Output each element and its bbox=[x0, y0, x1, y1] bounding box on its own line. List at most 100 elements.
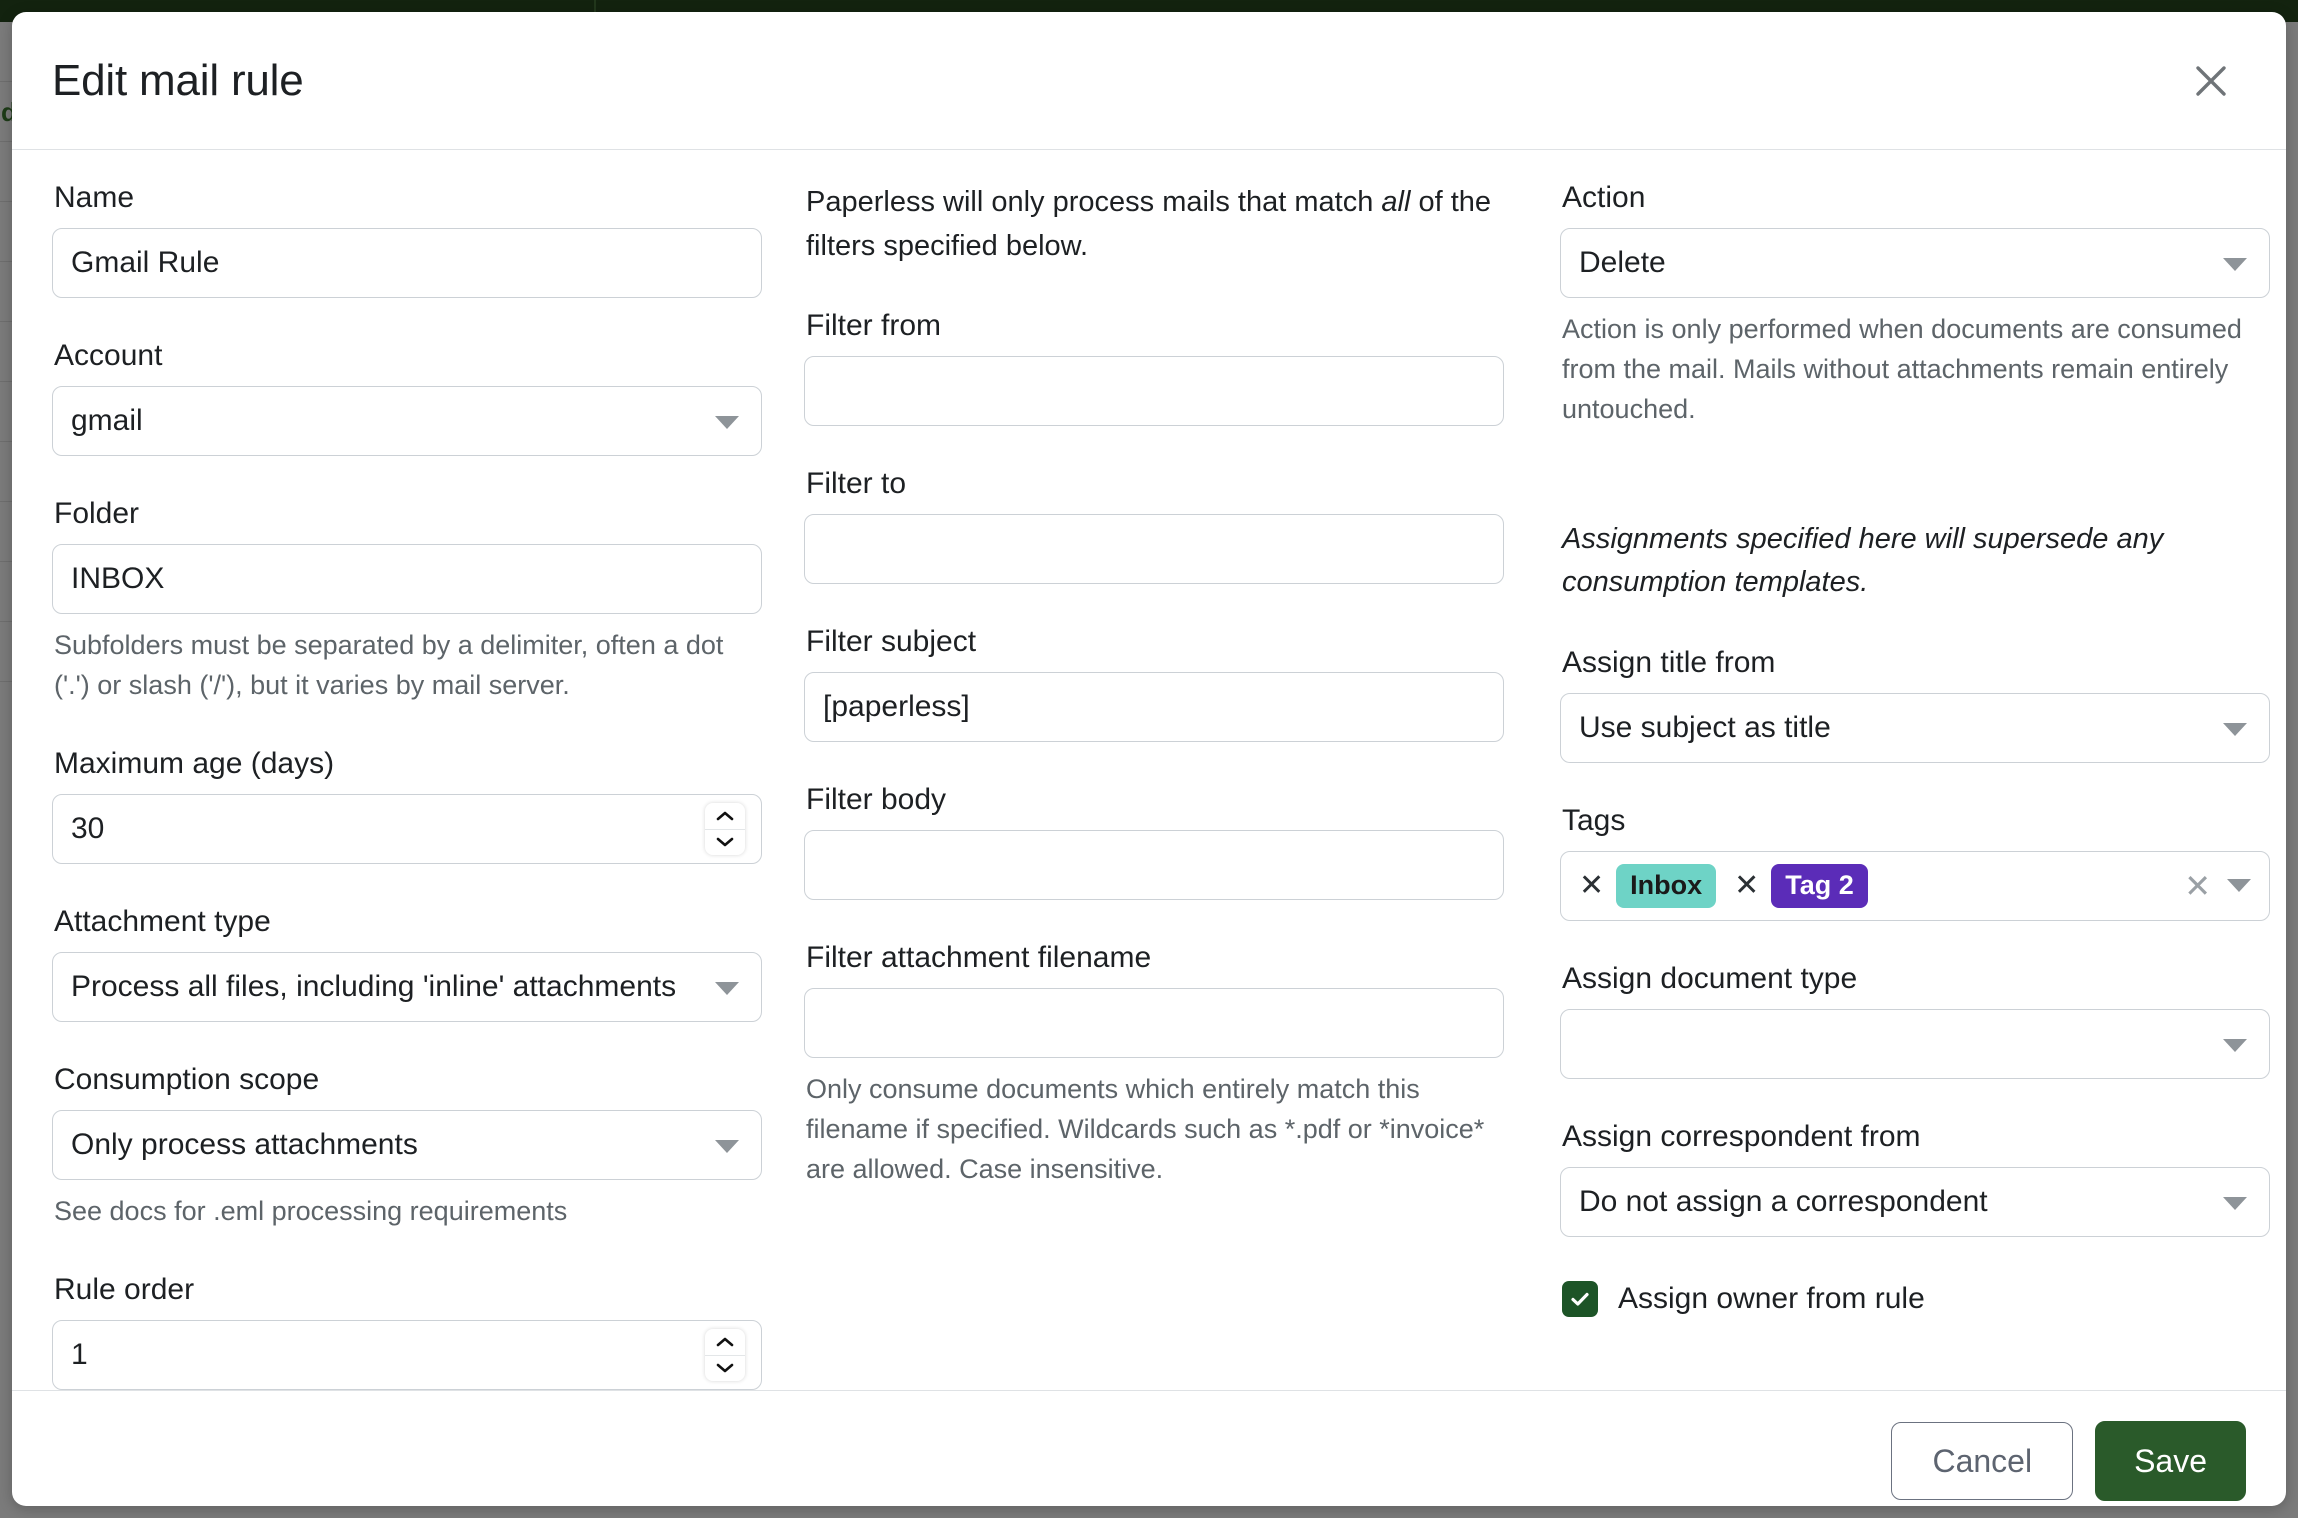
cancel-button[interactable]: Cancel bbox=[1891, 1422, 2074, 1501]
stepper-up-icon[interactable] bbox=[705, 803, 745, 829]
rail-row-accent: d bbox=[0, 82, 17, 142]
filter-attachment-filename-input[interactable] bbox=[804, 988, 1504, 1059]
field-filter-attachment-filename: Filter attachment filename Only consume … bbox=[804, 940, 1504, 1190]
tags-chip-list: ✕ Inbox ✕ Tag 2 bbox=[1575, 863, 2184, 909]
filter-from-label: Filter from bbox=[806, 309, 941, 343]
rail-row bbox=[0, 202, 12, 262]
rail-row bbox=[0, 562, 12, 622]
app-top-bar-divider bbox=[594, 0, 596, 22]
filter-body-input[interactable] bbox=[804, 830, 1504, 901]
field-name: Name Gmail Rule bbox=[52, 180, 762, 298]
dialog-header: Edit mail rule bbox=[12, 12, 2286, 150]
field-filter-subject: Filter subject [paperless] bbox=[804, 624, 1504, 743]
attachment-type-label: Attachment type bbox=[54, 904, 271, 938]
save-button[interactable]: Save bbox=[2095, 1421, 2246, 1502]
assign-title-from-value: Use subject as title bbox=[1579, 710, 1831, 744]
folder-label: Folder bbox=[54, 497, 140, 530]
assign-owner-from-rule-checkbox[interactable] bbox=[1562, 1280, 1598, 1317]
rail-row bbox=[0, 322, 12, 382]
maximum-age-stepper[interactable] bbox=[705, 802, 745, 855]
account-value: gmail bbox=[71, 404, 143, 437]
dialog-footer: Cancel Save bbox=[12, 1389, 2286, 1506]
folder-input[interactable]: INBOX bbox=[52, 544, 762, 614]
field-assign-owner-from-rule[interactable]: Assign owner from rule bbox=[1562, 1280, 2268, 1317]
field-rule-order: Rule order 1 bbox=[52, 1272, 762, 1390]
page-title: Edit mail rule bbox=[52, 55, 304, 105]
rail-row bbox=[0, 442, 12, 502]
field-filter-to: Filter to bbox=[804, 466, 1504, 585]
tags-select[interactable]: ✕ Inbox ✕ Tag 2 ✕ bbox=[1560, 850, 2270, 921]
name-value: Gmail Rule bbox=[71, 246, 220, 279]
filter-subject-label: Filter subject bbox=[806, 625, 977, 659]
dialog-body: Name Gmail Rule Account gmail Folder INB… bbox=[12, 150, 2286, 1390]
chevron-down-icon bbox=[2227, 879, 2251, 893]
chevron-down-icon bbox=[715, 416, 739, 429]
attachment-type-select[interactable]: Process all files, including 'inline' at… bbox=[52, 951, 762, 1022]
filters-intro-before: Paperless will only process mails that m… bbox=[806, 186, 1382, 218]
field-filter-body: Filter body bbox=[804, 782, 1504, 901]
remove-tag-icon[interactable]: ✕ bbox=[1734, 868, 1760, 902]
consumption-scope-helper-text: See docs for .eml processing requirement… bbox=[54, 1195, 568, 1226]
filters-intro-emphasis: all bbox=[1381, 186, 1411, 218]
filter-to-label: Filter to bbox=[806, 467, 907, 501]
filter-attachment-filename-helper-text: Only consume documents which entirely ma… bbox=[806, 1074, 1485, 1185]
rail-row bbox=[0, 142, 12, 202]
assign-title-from-label: Assign title from bbox=[1562, 645, 1776, 679]
left-column: Name Gmail Rule Account gmail Folder INB… bbox=[52, 180, 762, 1390]
chevron-down-icon bbox=[715, 981, 739, 995]
field-attachment-type: Attachment type Process all files, inclu… bbox=[52, 904, 762, 1022]
filter-body-label: Filter body bbox=[806, 783, 947, 817]
assign-correspondent-from-select[interactable]: Do not assign a correspondent bbox=[1560, 1166, 2270, 1237]
field-assign-title-from: Assign title from Use subject as title bbox=[1560, 645, 2270, 763]
consumption-scope-label: Consumption scope bbox=[54, 1062, 320, 1096]
tag-chip[interactable]: Inbox bbox=[1616, 863, 1717, 909]
close-icon[interactable] bbox=[2174, 44, 2248, 118]
chevron-down-icon bbox=[2223, 1196, 2247, 1210]
assign-correspondent-from-value: Do not assign a correspondent bbox=[1579, 1184, 1988, 1218]
remove-tag-icon[interactable]: ✕ bbox=[1579, 868, 1605, 902]
maximum-age-label: Maximum age (days) bbox=[54, 746, 335, 780]
field-tags: Tags ✕ Inbox ✕ Tag 2 ✕ bbox=[1560, 803, 2270, 921]
assign-document-type-select[interactable] bbox=[1560, 1008, 2270, 1079]
stepper-up-icon[interactable] bbox=[705, 1329, 745, 1355]
edit-mail-rule-dialog: Edit mail rule Name Gmail Rule Account g… bbox=[12, 12, 2286, 1506]
name-label: Name bbox=[54, 181, 135, 214]
maximum-age-value: 30 bbox=[71, 811, 105, 845]
field-maximum-age: Maximum age (days) 30 bbox=[52, 746, 762, 864]
field-action: Action Delete Action is only performed w… bbox=[1560, 180, 2270, 430]
maximum-age-input[interactable]: 30 bbox=[52, 793, 762, 864]
clear-all-icon[interactable]: ✕ bbox=[2184, 867, 2211, 904]
tag-chip[interactable]: Tag 2 bbox=[1771, 863, 1868, 909]
right-column: Action Delete Action is only performed w… bbox=[1560, 180, 2270, 1317]
field-folder: Folder INBOX Subfolders must be separate… bbox=[52, 496, 762, 706]
rule-order-input[interactable]: 1 bbox=[52, 1319, 762, 1390]
chevron-down-icon bbox=[715, 1139, 739, 1153]
stepper-down-icon[interactable] bbox=[705, 828, 745, 855]
rail-row bbox=[0, 262, 12, 322]
name-input[interactable]: Gmail Rule bbox=[52, 228, 762, 298]
chevron-down-icon bbox=[2223, 1038, 2247, 1052]
stepper-down-icon[interactable] bbox=[705, 1354, 745, 1381]
account-select[interactable]: gmail bbox=[52, 386, 762, 456]
field-consumption-scope: Consumption scope Only process attachmen… bbox=[52, 1062, 762, 1232]
filter-subject-value: [paperless] bbox=[823, 690, 970, 724]
account-label: Account bbox=[54, 339, 163, 372]
filter-subject-input[interactable]: [paperless] bbox=[804, 672, 1504, 743]
app-left-rail: d bbox=[0, 22, 17, 1518]
action-label: Action bbox=[1562, 181, 1646, 214]
rule-order-stepper[interactable] bbox=[705, 1328, 745, 1381]
assign-correspondent-from-label: Assign correspondent from bbox=[1562, 1119, 1921, 1153]
filters-intro-text: Paperless will only process mails that m… bbox=[806, 180, 1502, 268]
field-filter-from: Filter from bbox=[804, 308, 1504, 427]
consumption-scope-select[interactable]: Only process attachments bbox=[52, 1109, 762, 1180]
middle-column: Paperless will only process mails that m… bbox=[804, 180, 1504, 1190]
filter-from-input[interactable] bbox=[804, 356, 1504, 427]
action-select[interactable]: Delete bbox=[1560, 228, 2270, 298]
folder-helper-text: Subfolders must be separated by a delimi… bbox=[54, 630, 724, 700]
rule-order-label: Rule order bbox=[54, 1272, 195, 1306]
action-value: Delete bbox=[1579, 246, 1666, 279]
filter-to-input[interactable] bbox=[804, 514, 1504, 585]
assign-title-from-select[interactable]: Use subject as title bbox=[1560, 692, 2270, 763]
rule-order-value: 1 bbox=[71, 1337, 88, 1371]
assign-owner-from-rule-label: Assign owner from rule bbox=[1618, 1281, 1925, 1315]
